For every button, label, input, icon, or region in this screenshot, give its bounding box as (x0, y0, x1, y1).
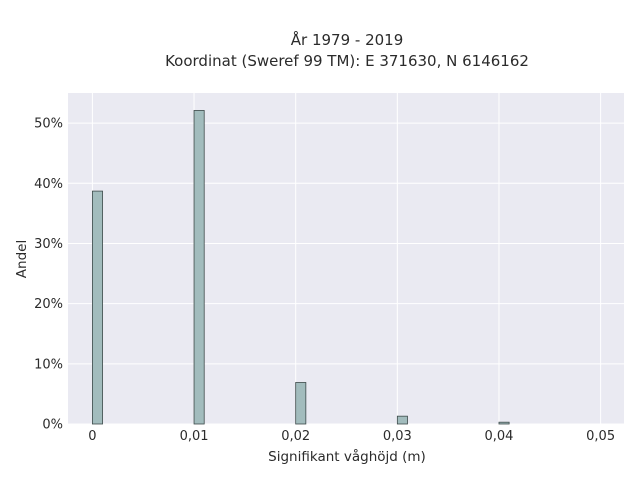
y-tick-label: 40% (34, 177, 63, 192)
x-tick-label: 0,02 (281, 429, 310, 444)
chart-title: År 1979 - 2019 (291, 30, 404, 49)
y-axis-ticks: 0% 10% 20% 30% 40% 50% (34, 117, 63, 433)
y-tick-label: 0% (42, 418, 63, 433)
y-axis-label: Andel (14, 240, 30, 278)
x-tick-label: 0 (88, 429, 96, 444)
histogram-bar (295, 382, 307, 425)
x-axis-label: Signifikant våghöjd (m) (268, 448, 426, 465)
y-tick-label: 50% (34, 117, 63, 132)
x-tick-label: 0,03 (383, 429, 412, 444)
y-tick-label: 20% (34, 297, 63, 312)
histogram-bar (498, 421, 510, 425)
x-tick-label: 0,01 (180, 429, 209, 444)
y-tick-label: 30% (34, 237, 63, 252)
bars (91, 110, 510, 425)
y-tick-label: 10% (34, 357, 63, 372)
x-tick-label: 0,04 (484, 429, 513, 444)
histogram-bar (396, 415, 408, 425)
x-tick-label: 0,05 (586, 429, 615, 444)
chart-subtitle: Koordinat (Sweref 99 TM): E 371630, N 61… (165, 52, 529, 70)
histogram-bar (193, 110, 205, 425)
plot-area (68, 93, 624, 424)
grid-lines (68, 93, 624, 425)
x-axis-ticks: 0 0,01 0,02 0,03 0,04 0,05 (88, 429, 615, 444)
histogram-bar (91, 190, 103, 425)
